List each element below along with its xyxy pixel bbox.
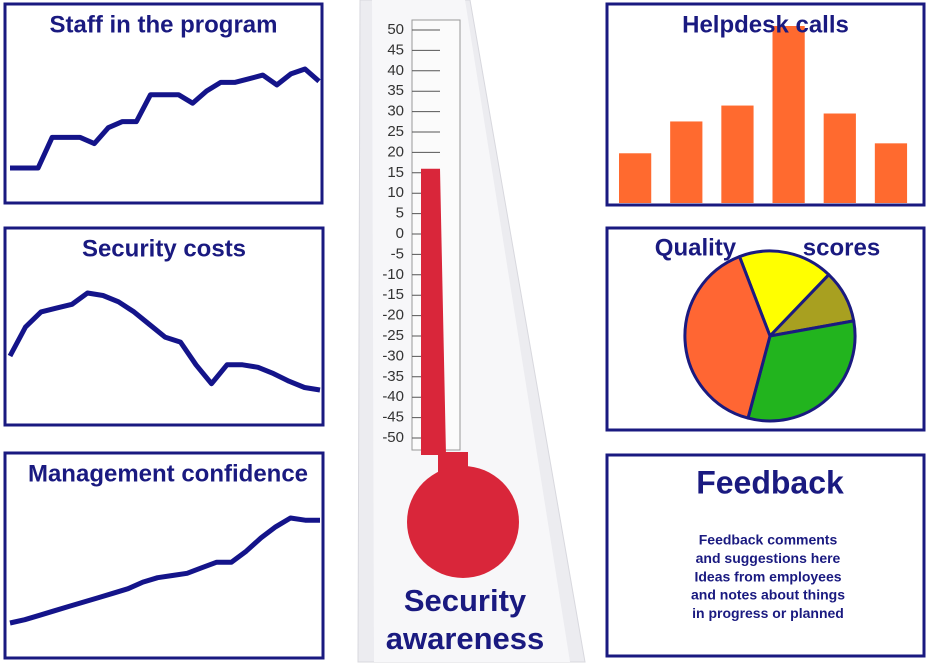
bar (721, 105, 754, 203)
mercury (421, 168, 446, 455)
feedback-title: Feedback (696, 464, 844, 500)
panel (3, 451, 325, 660)
y-tick-label: -5 (391, 245, 404, 262)
bar (619, 153, 652, 203)
mercury-bulb (407, 466, 519, 578)
chart-title: Management confidence (28, 460, 308, 487)
chart-title: Helpdesk calls (682, 11, 849, 38)
y-tick-label: 40 (387, 62, 404, 79)
y-tick-label: 30 (387, 103, 404, 120)
bar (874, 143, 908, 203)
y-tick-label: 5 (396, 205, 404, 222)
y-tick-label: 20 (387, 143, 404, 160)
feedback-line: and suggestions here (696, 550, 841, 566)
feedback-line: in progress or planned (692, 605, 844, 621)
y-tick-label: 25 (387, 123, 404, 140)
panel (3, 2, 324, 205)
y-tick-label: -45 (382, 409, 404, 426)
feedback-line: and notes about things (691, 587, 845, 603)
thermometer-title: Security awareness (385, 583, 545, 656)
bar (823, 113, 856, 203)
y-tick-label: 10 (387, 184, 404, 201)
y-tick-label: 50 (387, 21, 404, 38)
y-tick-label: -15 (382, 286, 404, 303)
panel (3, 226, 325, 427)
y-tick-label: -35 (382, 368, 404, 385)
chart-title: Security costs (82, 235, 246, 262)
feedback-line: Ideas from employees (694, 568, 841, 584)
pie-slice (746, 319, 857, 423)
y-tick-label: -30 (382, 347, 404, 364)
y-tick-label: -40 (382, 388, 404, 405)
panel (605, 2, 926, 207)
chart-title: Staff in the program (49, 11, 277, 38)
line (7, 290, 321, 393)
line (9, 515, 320, 626)
pie-slice (738, 249, 831, 338)
y-tick-label: -20 (382, 307, 404, 324)
line (10, 66, 321, 171)
y-tick-label: -25 (382, 327, 404, 344)
y-tick-label: 45 (387, 41, 404, 58)
pie-slice (683, 255, 772, 420)
bar (670, 121, 703, 203)
feedback-line: Feedback comments (699, 532, 838, 548)
y-tick-label: -10 (382, 266, 404, 283)
y-tick-label: 35 (387, 82, 404, 99)
bar (772, 26, 805, 203)
panel (605, 453, 926, 658)
y-tick-label: 0 (396, 225, 404, 242)
y-tick-label: 15 (387, 164, 404, 181)
y-tick-label: -50 (382, 429, 404, 446)
